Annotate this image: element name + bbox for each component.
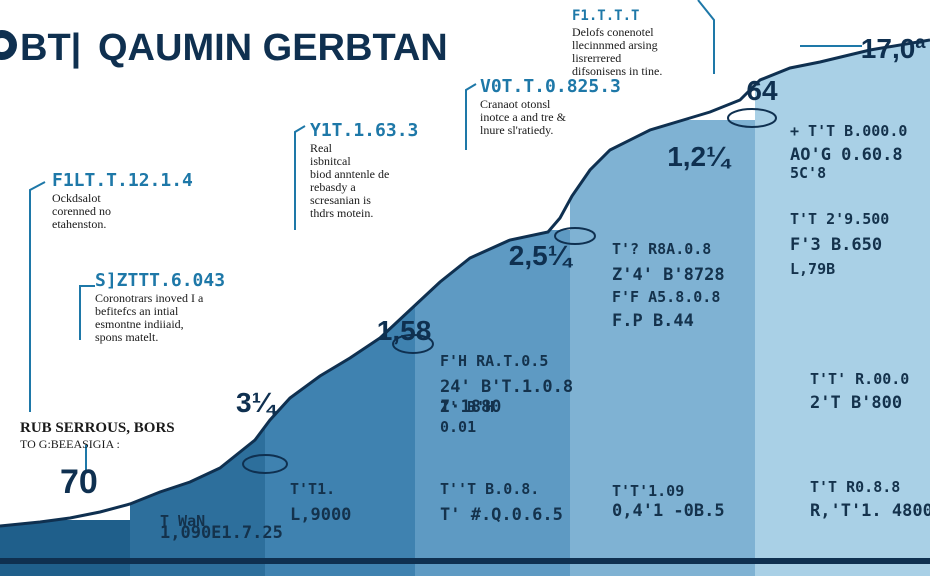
- annotation-line: isbnitcal: [310, 154, 351, 168]
- cell-code: + T'T B.000.0: [790, 122, 907, 140]
- baseline: [0, 558, 930, 564]
- annotation-title: Y1T.1.63.3: [310, 120, 418, 141]
- cell-value: 0,4'1 -0B.5: [612, 501, 725, 521]
- cell-value: L,9000: [290, 505, 351, 525]
- cell-value: I·1880: [440, 397, 501, 417]
- marker-ellipse: [727, 108, 777, 128]
- cell-code: T'T'1.09: [612, 482, 684, 500]
- leader-line: [79, 285, 95, 340]
- annotation-line: lisrerrered: [572, 51, 621, 65]
- annotation-line: Real: [310, 141, 333, 155]
- cell-value: 24' B'T.1.0.8: [440, 377, 573, 397]
- cell-code: F'F A5.8.0.8: [612, 288, 720, 306]
- annotation-line: corenned no: [52, 204, 111, 218]
- cell-value: R,'T'1. 4800: [810, 501, 930, 521]
- milestone-label: 1,2¼: [667, 141, 732, 172]
- cell-code: T'T R0.8.8: [810, 478, 900, 496]
- annotation-title: S]ZTTT.6.043: [95, 270, 225, 291]
- annotation-title: RUB SERROUS, BORS: [20, 420, 175, 436]
- cell-value: F'3 B.650: [790, 235, 882, 255]
- cell-code: F'H RA.T.0.5: [440, 352, 548, 370]
- annotation-title: F1.T.T.T: [572, 8, 639, 24]
- annotation-line: difsonisens in tine.: [572, 64, 662, 78]
- milestone-label: 1,58: [377, 315, 432, 346]
- marker-ellipse: [392, 334, 434, 354]
- cell-value: Z'4' B'8728: [612, 265, 725, 285]
- series-line: [0, 38, 930, 528]
- cell-code: L,79B: [790, 260, 835, 278]
- annotation-title: F1LT.T.12.1.4: [52, 170, 193, 191]
- logo-icon-inner: [0, 38, 9, 52]
- annotation-line: Coronotrars inoved I a: [95, 291, 204, 305]
- milestone-label: 64: [746, 75, 778, 106]
- leader-lines: [29, 0, 862, 472]
- annotation-line: thdrs motein.: [310, 206, 373, 220]
- band-1: [0, 520, 130, 576]
- sky-mask: [0, 0, 930, 526]
- leader-line: [294, 125, 306, 230]
- cell-value: T' #.Q.0.6.5: [440, 505, 563, 525]
- annotation-line: befitefcs an intial: [95, 304, 179, 318]
- milestone-label: 3¼: [236, 387, 278, 418]
- annotation-line: lnure sl'ratiedy.: [480, 123, 553, 137]
- band-4: [415, 230, 570, 576]
- annotation-line: Ockdsalot: [52, 191, 101, 205]
- cell-code: T'T1.: [290, 480, 335, 498]
- cell-code: T''T B.0.8.: [440, 480, 539, 498]
- annotation-line: spons matelt.: [95, 330, 158, 344]
- cell-value: 2'T B'800: [810, 393, 902, 413]
- milestone-label: 2,5¼: [509, 240, 574, 271]
- annotation-line: biod anntenle de: [310, 167, 389, 181]
- milestone-label: 70: [60, 463, 98, 501]
- annotation-line: llecinnmed arsing: [572, 38, 658, 52]
- milestone-label: 17,0ª: [861, 33, 926, 64]
- annotation-line: Cranaot otonsl: [480, 97, 551, 111]
- marker-ellipses: [242, 108, 777, 474]
- header: BT| QAUMIN GERBTAN: [0, 27, 448, 69]
- cell-value: 1,090E1.7.25: [160, 523, 283, 543]
- page-title: QAUMIN GERBTAN: [98, 27, 448, 69]
- milestone-labels: 70 3¼ 1,58 2,5¼ 1,2¼ 64 17,0ª: [60, 33, 926, 501]
- annotation-line: Delofs conenotel: [572, 25, 654, 39]
- band-6: [755, 40, 930, 576]
- annotation-line: rebasdy a: [310, 180, 356, 194]
- annotation-line: etahenston.: [52, 217, 106, 231]
- annotation-line: TO G:BEEASIGIA :: [20, 437, 120, 451]
- cell-code: 5C'8: [790, 164, 826, 182]
- cell-code: T'T 2'9.500: [790, 210, 889, 228]
- band-5: [570, 120, 755, 576]
- cell-code: T WaN: [160, 512, 205, 530]
- marker-ellipse: [554, 227, 596, 245]
- annotation-line: scresanian is: [310, 193, 371, 207]
- leader-line: [465, 83, 477, 150]
- cell-code: T'? R8A.0.8: [612, 240, 711, 258]
- cell-code: 0.01: [440, 418, 476, 436]
- logo-mark: BT|: [20, 27, 81, 69]
- cell-code: T'T' R.00.0: [810, 370, 909, 388]
- leader-line: [29, 181, 46, 412]
- annotation-title: V0T.T.0.825.3: [480, 76, 621, 97]
- cell-code: Z' B'H: [440, 398, 494, 416]
- marker-ellipse: [242, 454, 288, 474]
- annotation-line: inotce a and tre &: [480, 110, 567, 124]
- cell-value: AO'G 0.60.8: [790, 145, 903, 165]
- leader-line: [697, 0, 715, 74]
- annotation-line: esmontne indiiaid,: [95, 317, 184, 331]
- cell-value: F.P B.44: [612, 311, 694, 331]
